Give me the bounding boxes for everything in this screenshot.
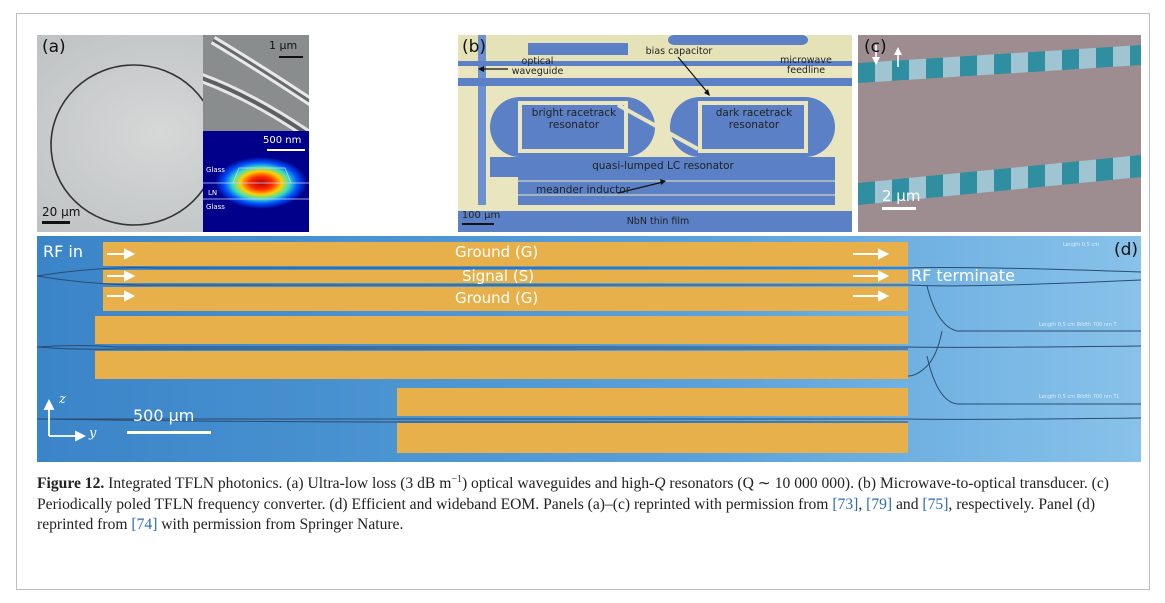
rf-arrows: [107, 248, 890, 302]
electrode-top: [103, 242, 908, 266]
caption-text-3: resonators (Q ∼ 10 000 000). (b) Microwa…: [37, 475, 1109, 513]
panel-c-micrograph: [858, 35, 1141, 232]
panel-b-label: (b): [462, 37, 487, 57]
panel-d-micrograph: [37, 236, 1141, 462]
inset-bottom-scale-label: 500 nm: [263, 135, 302, 146]
panel-d-scale-bar: [127, 431, 211, 434]
panel-b-micrograph: [458, 35, 852, 232]
panel-d: (d) RF in Ground (G) Signal (S) Ground (…: [37, 236, 1141, 462]
label-bias-capacitor: bias capacitor: [645, 46, 713, 57]
panel-c: (c) 2 μm: [858, 35, 1141, 232]
label-lc-resonator: quasi-lumped LC resonator: [592, 160, 734, 172]
inset-top-scale-bar: [279, 56, 303, 58]
caption-text-5: with permission from Springer Nature.: [157, 516, 404, 534]
label-nbn-film: NbN thin film: [626, 216, 690, 227]
panel-d-scale-label: 500 μm: [133, 406, 195, 425]
label-rf-terminate: RF terminate: [911, 266, 1015, 285]
panel-b-scale-label: 100 μm: [461, 210, 501, 221]
caption-ref-79[interactable]: [79]: [866, 495, 893, 513]
caption-figure-label: Figure 12.: [37, 475, 105, 493]
inset-top-scale-label: 1 μm: [269, 39, 298, 52]
tiny-label-1: Length 0.5 cm: [1063, 242, 1099, 248]
axis-indicator: [43, 398, 87, 442]
label-microwave-feedline: microwave feedline: [780, 55, 832, 76]
tiny-label-3: Length 0.5 cm Width 700 nm TL: [1039, 394, 1120, 400]
panel-b: (b) optical waveguide bias capacitor mic…: [458, 35, 852, 232]
label-meander-inductor: meander inductor: [535, 184, 631, 196]
axis-z-label: z: [59, 392, 66, 407]
panel-c-label: (c): [864, 37, 887, 57]
caption-sep-1: ,: [858, 495, 867, 513]
layer-glass-top: Glass: [206, 166, 225, 174]
poled-waveguide-top: [858, 45, 1141, 83]
caption-ref-74[interactable]: [74]: [131, 516, 158, 534]
panel-b-scale-bar: [462, 223, 494, 225]
figure-frame: [16, 13, 1150, 590]
panel-a-label: (a): [42, 37, 66, 57]
caption-ref-73[interactable]: [73]: [832, 495, 859, 513]
panel-d-label: (d): [1114, 240, 1139, 260]
label-optical-waveguide: optical waveguide: [511, 56, 564, 77]
caption-ref-75[interactable]: [75]: [922, 495, 949, 513]
inset-bottom-scale-bar: [267, 149, 305, 151]
axis-y-label: y: [89, 426, 97, 441]
label-dark-resonator: dark racetrack resonator: [715, 107, 793, 131]
caption-q: Q: [654, 475, 666, 493]
label-ground-top: Ground (G): [455, 243, 539, 261]
panel-a-scale-label: 20 μm: [42, 205, 81, 219]
label-ground-bottom: Ground (G): [455, 289, 539, 307]
electrode-signal: [103, 270, 908, 283]
panel-c-scale-bar: [882, 207, 916, 210]
caption-sup: −1: [451, 474, 462, 485]
panel-a-scale-bar: [42, 221, 70, 224]
panel-a: (a) 20 μm 1 μm: [37, 35, 309, 232]
label-rf-in: RF in: [43, 242, 83, 261]
figure-caption: Figure 12. Integrated TFLN photonics. (a…: [37, 470, 1127, 536]
panel-a-inset-mode: 500 nm Glass LN Glass: [203, 131, 309, 232]
label-bright-resonator: bright racetrack resonator: [531, 107, 617, 131]
layer-ln: LN: [208, 189, 218, 197]
caption-sep-2: and: [892, 495, 923, 513]
layer-glass-bottom: Glass: [206, 203, 225, 211]
label-signal: Signal (S): [462, 267, 535, 285]
caption-text-2: ) optical waveguides and high-: [461, 475, 655, 493]
caption-text-1: Integrated TFLN photonics. (a) Ultra-low…: [104, 475, 452, 493]
tiny-label-2: Length 0.5 cm Width 700 nm T: [1039, 322, 1117, 328]
electrode-bottom: [103, 287, 908, 311]
panel-c-scale-label: 2 μm: [882, 187, 921, 205]
caption-text-4: , respectively. Panel (d) reprinted from: [37, 495, 1096, 534]
poled-waveguide-bottom: [858, 155, 1141, 205]
panel-a-inset-sem: 1 μm: [203, 35, 309, 131]
